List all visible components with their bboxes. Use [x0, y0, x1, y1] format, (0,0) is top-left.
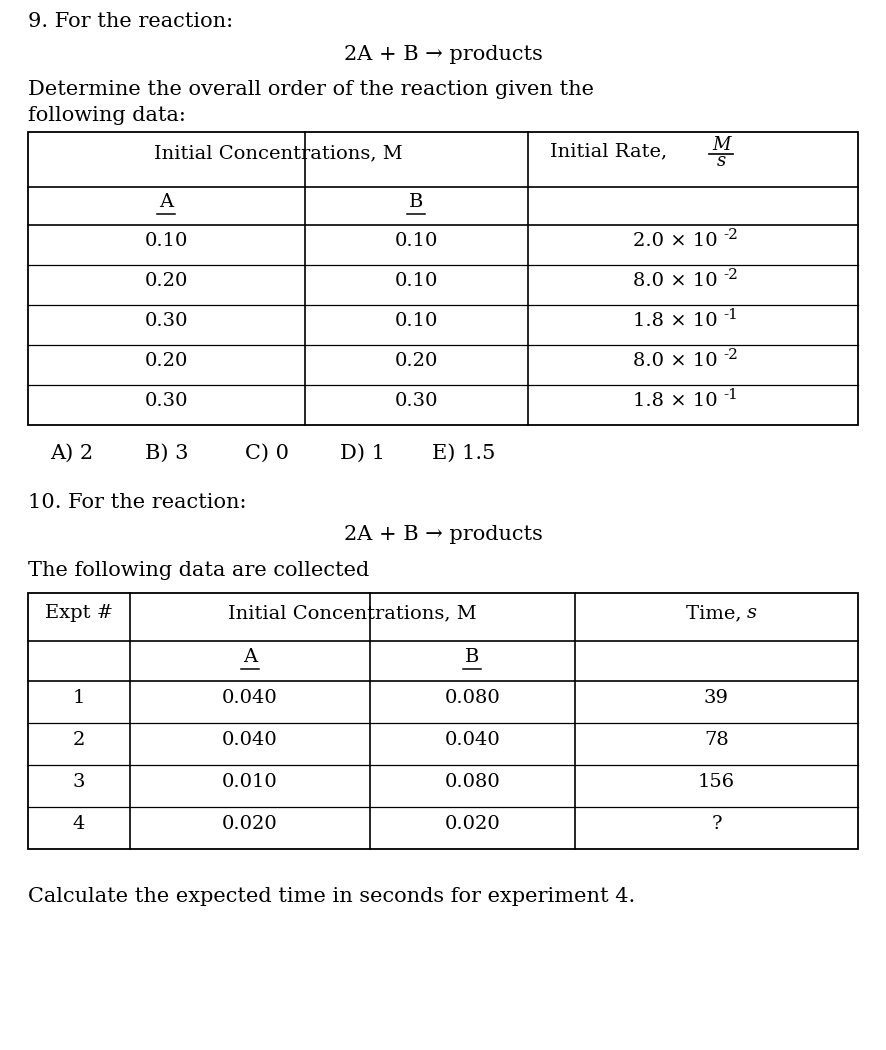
Text: A) 2: A) 2 — [50, 443, 93, 462]
Text: 0.20: 0.20 — [144, 352, 188, 370]
Text: 0.040: 0.040 — [445, 731, 501, 749]
Text: 2.0 × 10: 2.0 × 10 — [633, 232, 718, 250]
Text: 0.040: 0.040 — [222, 689, 278, 707]
Text: 8.0 × 10: 8.0 × 10 — [633, 352, 718, 370]
Text: 0.10: 0.10 — [395, 272, 439, 290]
Text: A: A — [159, 193, 174, 211]
Text: 0.020: 0.020 — [445, 815, 501, 833]
Text: 78: 78 — [704, 731, 729, 749]
Text: 0.010: 0.010 — [222, 773, 278, 791]
Text: Determine the overall order of the reaction given the: Determine the overall order of the react… — [28, 80, 594, 99]
Text: 10. For the reaction:: 10. For the reaction: — [28, 494, 246, 512]
Text: M: M — [711, 136, 730, 154]
Text: -2: -2 — [724, 348, 738, 362]
Text: 2: 2 — [73, 731, 85, 749]
Text: 0.040: 0.040 — [222, 731, 278, 749]
Text: Expt #: Expt # — [45, 604, 113, 622]
Text: -1: -1 — [724, 308, 738, 322]
Text: E) 1.5: E) 1.5 — [432, 443, 495, 462]
Text: 0.30: 0.30 — [144, 392, 188, 410]
Text: 156: 156 — [698, 773, 735, 791]
Text: 4: 4 — [73, 815, 85, 833]
Text: 9. For the reaction:: 9. For the reaction: — [28, 12, 233, 32]
Text: B: B — [465, 648, 479, 666]
Text: 8.0 × 10: 8.0 × 10 — [633, 272, 718, 290]
Text: 2A + B → products: 2A + B → products — [344, 45, 542, 64]
Text: 0.080: 0.080 — [445, 773, 501, 791]
Text: 0.20: 0.20 — [395, 352, 439, 370]
Text: 39: 39 — [704, 689, 729, 707]
Text: -1: -1 — [724, 388, 738, 402]
Text: 1.8 × 10: 1.8 × 10 — [633, 312, 718, 330]
Text: 0.080: 0.080 — [445, 689, 501, 707]
Text: C) 0: C) 0 — [245, 443, 289, 462]
Text: 0.10: 0.10 — [144, 232, 188, 250]
Text: Initial Rate,: Initial Rate, — [549, 143, 673, 161]
Bar — [28, 132, 858, 425]
Text: 0.020: 0.020 — [222, 815, 278, 833]
Text: s: s — [717, 152, 726, 170]
Text: 0.30: 0.30 — [395, 392, 439, 410]
Text: 2A + B → products: 2A + B → products — [344, 525, 542, 544]
Text: B: B — [409, 193, 424, 211]
Text: Initial Concentrations, M: Initial Concentrations, M — [153, 145, 402, 163]
Text: -2: -2 — [724, 268, 738, 282]
Text: B) 3: B) 3 — [145, 443, 189, 462]
Bar — [28, 593, 858, 849]
Text: 0.20: 0.20 — [144, 272, 188, 290]
Text: 0.30: 0.30 — [144, 312, 188, 330]
Text: 1: 1 — [73, 689, 85, 707]
Text: Initial Concentrations, M: Initial Concentrations, M — [229, 604, 477, 622]
Text: 0.10: 0.10 — [395, 312, 439, 330]
Text: following data:: following data: — [28, 106, 186, 125]
Text: 1.8 × 10: 1.8 × 10 — [633, 392, 718, 410]
Text: s: s — [747, 604, 757, 622]
Text: A: A — [243, 648, 257, 666]
Text: 3: 3 — [73, 773, 85, 791]
Text: Time,: Time, — [686, 604, 748, 622]
Text: D) 1: D) 1 — [340, 443, 385, 462]
Text: ?: ? — [711, 815, 722, 833]
Text: Calculate the expected time in seconds for experiment 4.: Calculate the expected time in seconds f… — [28, 887, 635, 906]
Text: The following data are collected: The following data are collected — [28, 561, 369, 580]
Text: 0.10: 0.10 — [395, 232, 439, 250]
Text: -2: -2 — [724, 228, 738, 242]
